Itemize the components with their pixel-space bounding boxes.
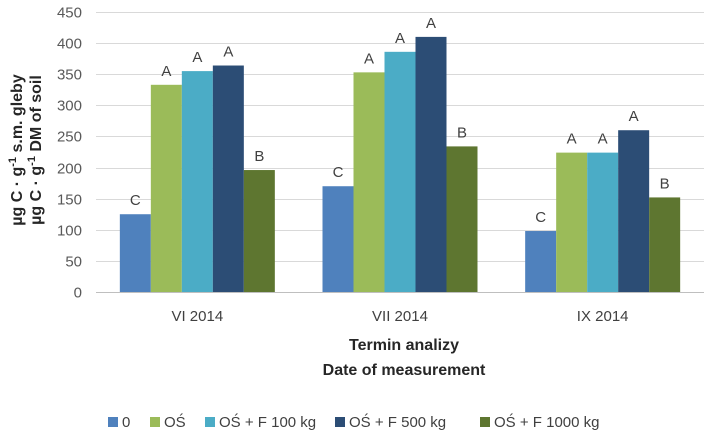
legend-label-2: OŚ + F 100 kg xyxy=(219,413,316,431)
y-axis-title: µg C · g-1 s.m. gleby µg C · g-1 DM of s… xyxy=(7,74,45,226)
y-tick-label-350: 350 xyxy=(57,67,82,84)
y-axis-title-line-1-sup: -1 xyxy=(7,157,19,167)
bar-vii-2014-series-1 xyxy=(353,72,385,292)
data-label-ix-2014-series-0: C xyxy=(535,209,546,226)
data-label-ix-2014-series-4: B xyxy=(660,175,670,192)
x-tick-label-2: IX 2014 xyxy=(577,308,629,325)
bar-ix-2014-series-2 xyxy=(587,152,619,292)
data-label-ix-2014-series-1: A xyxy=(567,131,577,148)
y-axis-ticks: 0 50 100 150 200 250 300 350 400 450 xyxy=(57,5,82,302)
legend-label-3: OŚ + F 500 kg xyxy=(349,413,446,431)
bar-vi-2014-series-3 xyxy=(212,65,244,292)
y-tick-label-450: 450 xyxy=(57,5,82,22)
data-label-vi-2014-series-0: C xyxy=(130,192,141,209)
y-tick-label-400: 400 xyxy=(57,36,82,53)
legend-swatch-4 xyxy=(480,417,490,427)
legend-label-1: OŚ xyxy=(164,413,186,431)
data-label-vi-2014-series-1: A xyxy=(161,63,171,80)
bar-vi-2014-series-1 xyxy=(150,84,182,292)
y-tick-label-200: 200 xyxy=(57,161,82,178)
y-tick-label-250: 250 xyxy=(57,129,82,146)
y-axis-title-line-1: µg C · g-1 s.m. gleby xyxy=(7,74,26,226)
bar-vii-2014-series-2 xyxy=(384,51,416,293)
bar-ix-2014-series-3 xyxy=(618,130,650,292)
x-axis-title-line-1: Termin analizy xyxy=(349,337,459,354)
y-axis-title-line-2: µg C · g-1 DM of soil xyxy=(26,75,45,225)
bar-ix-2014-series-1 xyxy=(556,152,588,292)
legend-swatch-0 xyxy=(108,417,118,427)
data-label-vii-2014-series-4: B xyxy=(457,124,467,141)
bar-ix-2014-series-0 xyxy=(525,231,557,292)
bar-ix-2014-series-4 xyxy=(649,197,681,292)
data-label-ix-2014-series-2: A xyxy=(598,131,608,148)
y-tick-label-100: 100 xyxy=(57,223,82,240)
y-tick-label-50: 50 xyxy=(65,254,82,271)
data-label-ix-2014-series-3: A xyxy=(629,108,639,125)
legend-swatch-1 xyxy=(150,417,160,427)
bar-vi-2014-series-2 xyxy=(181,71,213,292)
y-axis-title-line-1-rest: s.m. gleby xyxy=(9,74,26,157)
data-label-vi-2014-series-4: B xyxy=(254,148,264,165)
y-tick-label-300: 300 xyxy=(57,98,82,115)
legend-label-0: 0 xyxy=(122,414,130,431)
data-label-vii-2014-series-3: A xyxy=(426,15,436,32)
y-axis-title-line-2-main: µg C · g xyxy=(28,166,45,225)
y-axis-title-line-2-rest: DM of soil xyxy=(28,75,45,156)
data-labels: C A A A B C A A A B C A A A B xyxy=(130,15,670,226)
bar-vi-2014-series-4 xyxy=(243,170,275,292)
data-label-vii-2014-series-2: A xyxy=(395,30,405,47)
x-tick-label-1: VII 2014 xyxy=(372,308,428,325)
bar-vii-2014-series-0 xyxy=(322,186,354,292)
bar-vii-2014-series-3 xyxy=(415,36,447,293)
data-label-vi-2014-series-3: A xyxy=(223,44,233,61)
data-label-vi-2014-series-2: A xyxy=(192,49,202,66)
legend-swatch-2 xyxy=(205,417,215,427)
legend-label-4: OŚ + F 1000 kg xyxy=(494,413,599,431)
y-axis-title-line-2-sup: -1 xyxy=(26,156,38,166)
bar-vii-2014-series-4 xyxy=(446,146,478,292)
bar-vi-2014-series-0 xyxy=(119,214,151,292)
data-label-vii-2014-series-0: C xyxy=(333,164,344,181)
y-tick-label-150: 150 xyxy=(57,192,82,209)
legend: 0 OŚ OŚ + F 100 kg OŚ + F 500 kg OŚ + F 1000… xyxy=(108,413,599,431)
legend-swatch-3 xyxy=(335,417,345,427)
x-tick-label-0: VI 2014 xyxy=(171,308,223,325)
x-axis-categories: VI 2014 VII 2014 IX 2014 xyxy=(171,308,628,325)
bars xyxy=(119,36,681,293)
x-axis-title-line-2: Date of measurement xyxy=(323,362,486,379)
y-axis-title-line-1-main: µg C · g xyxy=(9,167,26,226)
data-label-vii-2014-series-1: A xyxy=(364,50,374,67)
y-tick-label-0: 0 xyxy=(74,285,82,302)
